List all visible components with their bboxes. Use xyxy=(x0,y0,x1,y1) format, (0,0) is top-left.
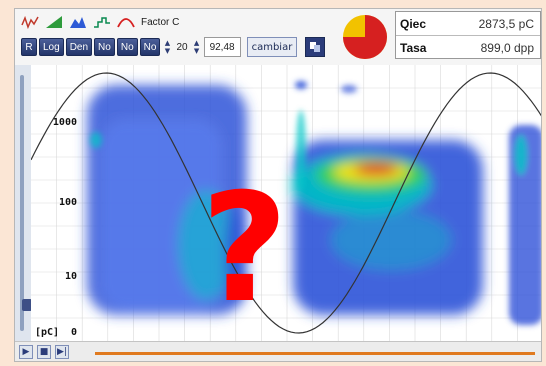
mode-r-button[interactable]: R xyxy=(21,38,37,56)
peak-icon[interactable] xyxy=(117,15,135,29)
legend-icons-row: Factor C xyxy=(21,13,179,31)
y-tick-label: 1000 xyxy=(53,117,77,128)
change-button[interactable]: cambiar xyxy=(246,37,298,57)
y-tick-label: 10 xyxy=(65,271,77,282)
reference-sine-curve xyxy=(30,72,541,334)
no-button-2[interactable]: No xyxy=(116,38,138,56)
mountain-icon[interactable] xyxy=(69,15,87,29)
ramp-icon[interactable] xyxy=(45,15,63,29)
spin-arrows-2[interactable]: ▲ ▼ xyxy=(193,39,200,55)
stop-icon[interactable]: ■ xyxy=(37,345,51,359)
stats-row: Tasa 899,0 dpp xyxy=(396,36,540,59)
play-icon[interactable]: ▶ xyxy=(19,345,33,359)
app-window: Factor C R Log Den No No No ▲ ▼ 20 ▲ ▼ 92,… xyxy=(14,8,542,362)
y-tick-label: 100 xyxy=(59,197,77,208)
vertical-slider-panel xyxy=(15,65,32,341)
prpd-plot: 1000 100 10 0 [pC] ? xyxy=(30,65,541,341)
copy-icon[interactable] xyxy=(305,37,326,57)
spin-value-1[interactable]: 20 xyxy=(176,41,188,53)
no-button-1[interactable]: No xyxy=(94,38,115,56)
bottom-bar: ▶ ■ ▶| xyxy=(15,341,541,361)
stats-panel: Qiec 2873,5 pC Tasa 899,0 dpp xyxy=(395,11,541,59)
y-unit-label: [pC] xyxy=(35,327,59,338)
progress-bar[interactable] xyxy=(95,352,535,355)
density-cloud-middle xyxy=(291,140,483,315)
value-field[interactable]: 92,48 xyxy=(203,37,241,57)
stats-value: 2873,5 pC xyxy=(478,16,534,31)
slider-track[interactable] xyxy=(20,75,32,331)
stats-label: Tasa xyxy=(400,40,427,55)
pie-filled xyxy=(343,15,387,59)
stats-label: Qiec xyxy=(400,16,427,31)
factor-label: Factor C xyxy=(141,16,180,28)
toolbar: Factor C R Log Den No No No ▲ ▼ 20 ▲ ▼ 92,… xyxy=(15,9,541,65)
y-tick-label: 0 xyxy=(71,327,77,338)
charge-pie-icon xyxy=(341,13,389,61)
question-mark-overlay: ? xyxy=(201,162,288,336)
spin-arrows-1[interactable]: ▲ ▼ xyxy=(164,39,171,55)
waveform-icon[interactable] xyxy=(21,15,39,29)
stats-value: 899,0 dpp xyxy=(480,40,534,55)
slider-handle[interactable] xyxy=(22,299,32,312)
log-button[interactable]: Log xyxy=(39,38,64,56)
no-button-3[interactable]: No xyxy=(139,38,161,56)
steps-icon[interactable] xyxy=(93,15,111,29)
density-button[interactable]: Den xyxy=(65,38,93,56)
skip-end-icon[interactable]: ▶| xyxy=(55,345,69,359)
stats-row: Qiec 2873,5 pC xyxy=(396,12,540,36)
controls-row: R Log Den No No No ▲ ▼ 20 ▲ ▼ 92,48 cambia… xyxy=(21,36,326,58)
density-cloud-right xyxy=(90,81,541,325)
